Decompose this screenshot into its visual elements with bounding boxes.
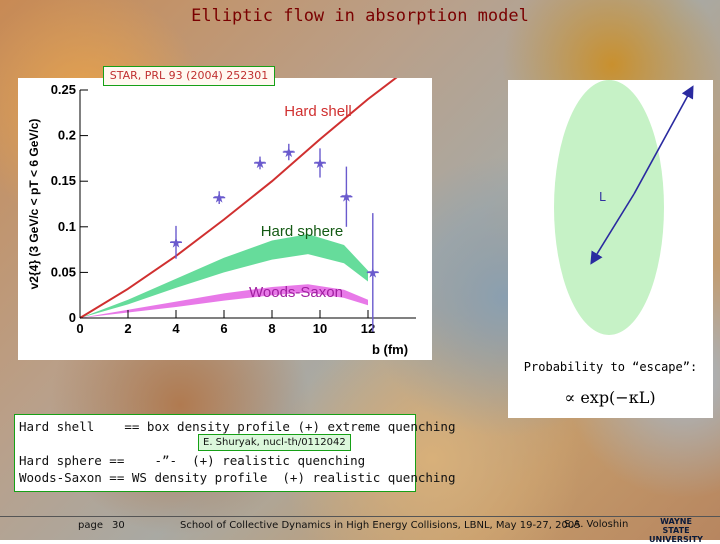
x-tick-label: 8 — [268, 321, 275, 336]
x-tick-label: 0 — [76, 321, 83, 336]
curve-annotation: Hard shell — [284, 103, 352, 120]
shuryak-reference: E. Shuryak, nucl-th/0112042 — [198, 434, 351, 451]
y-tick-label: 0.15 — [51, 173, 76, 188]
y-tick-label: 0 — [69, 310, 76, 325]
x-tick-label: 6 — [220, 321, 227, 336]
x-tick-label: 12 — [361, 321, 375, 336]
conference-info: School of Collective Dynamics in High En… — [180, 520, 581, 531]
data-point: ★ — [367, 265, 380, 281]
data-point: ★ — [254, 156, 267, 172]
y-tick-label: 0.1 — [58, 219, 76, 234]
model-notes: Hard shell == box density profile (+) ex… — [14, 414, 456, 492]
data-point: ★ — [314, 156, 327, 172]
data-point: ★ — [170, 235, 183, 251]
escape-formula: ∝ exp(−κL) — [510, 380, 710, 416]
length-label: L — [599, 190, 606, 204]
plot-panel: 0 2 4 6 8 10 12 0 0.05 0.1 0.15 0.2 0.25 b (fm) v2{4} … — [18, 70, 432, 360]
data-point: ★ — [213, 191, 226, 207]
page-number: 30 — [112, 520, 125, 531]
star-reference: STAR, PRL 93 (2004) 252301 — [103, 66, 275, 86]
band-woods-saxon — [80, 284, 368, 318]
footer — [0, 516, 720, 540]
y-tick-label: 0.05 — [51, 264, 76, 279]
y-axis-label: v2{4} (3 GeV/c < pT < 6 GeV/c) — [27, 119, 41, 290]
curve-annotation: Hard sphere — [261, 223, 344, 240]
data-point: ★ — [283, 145, 296, 161]
y-tick-label: 0.25 — [51, 82, 76, 97]
x-tick-label: 10 — [313, 321, 327, 336]
v2-chart: 0 2 4 6 8 10 12 0 0.05 0.1 0.15 0.2 0.25 b (fm) v2{4} … — [27, 70, 416, 357]
author-name: S.A. Voloshin — [564, 519, 629, 530]
x-tick-label: 2 — [124, 321, 131, 336]
page-label: page — [78, 520, 103, 531]
university-logo: WAYNE STATE UNIVERSITY — [647, 517, 705, 544]
band-hard-sphere — [80, 234, 368, 318]
logo-line-1: WAYNE STATE — [660, 517, 692, 535]
note-hard-sphere: Hard sphere == -”- (+) realistic quenchi… — [19, 453, 366, 468]
curve-hard-shell — [79, 70, 405, 319]
y-tick-label: 0.2 — [58, 128, 76, 143]
overlap-ellipse — [554, 80, 664, 335]
note-woods-saxon: Woods-Saxon == WS density profile (+) re… — [19, 470, 456, 485]
curve-annotation: Woods-Saxon — [249, 284, 343, 301]
note-hard-shell: Hard shell == box density profile (+) ex… — [19, 419, 456, 434]
x-tick-label: 4 — [172, 321, 180, 336]
slide-title: Elliptic flow in absorption model — [191, 6, 529, 26]
footer-divider — [0, 516, 720, 517]
escape-probability-label: Probability to “escape”: — [508, 354, 713, 380]
x-axis-label: b (fm) — [372, 342, 408, 357]
data-point: ★ — [340, 190, 353, 206]
path-length-arrow — [590, 85, 694, 265]
